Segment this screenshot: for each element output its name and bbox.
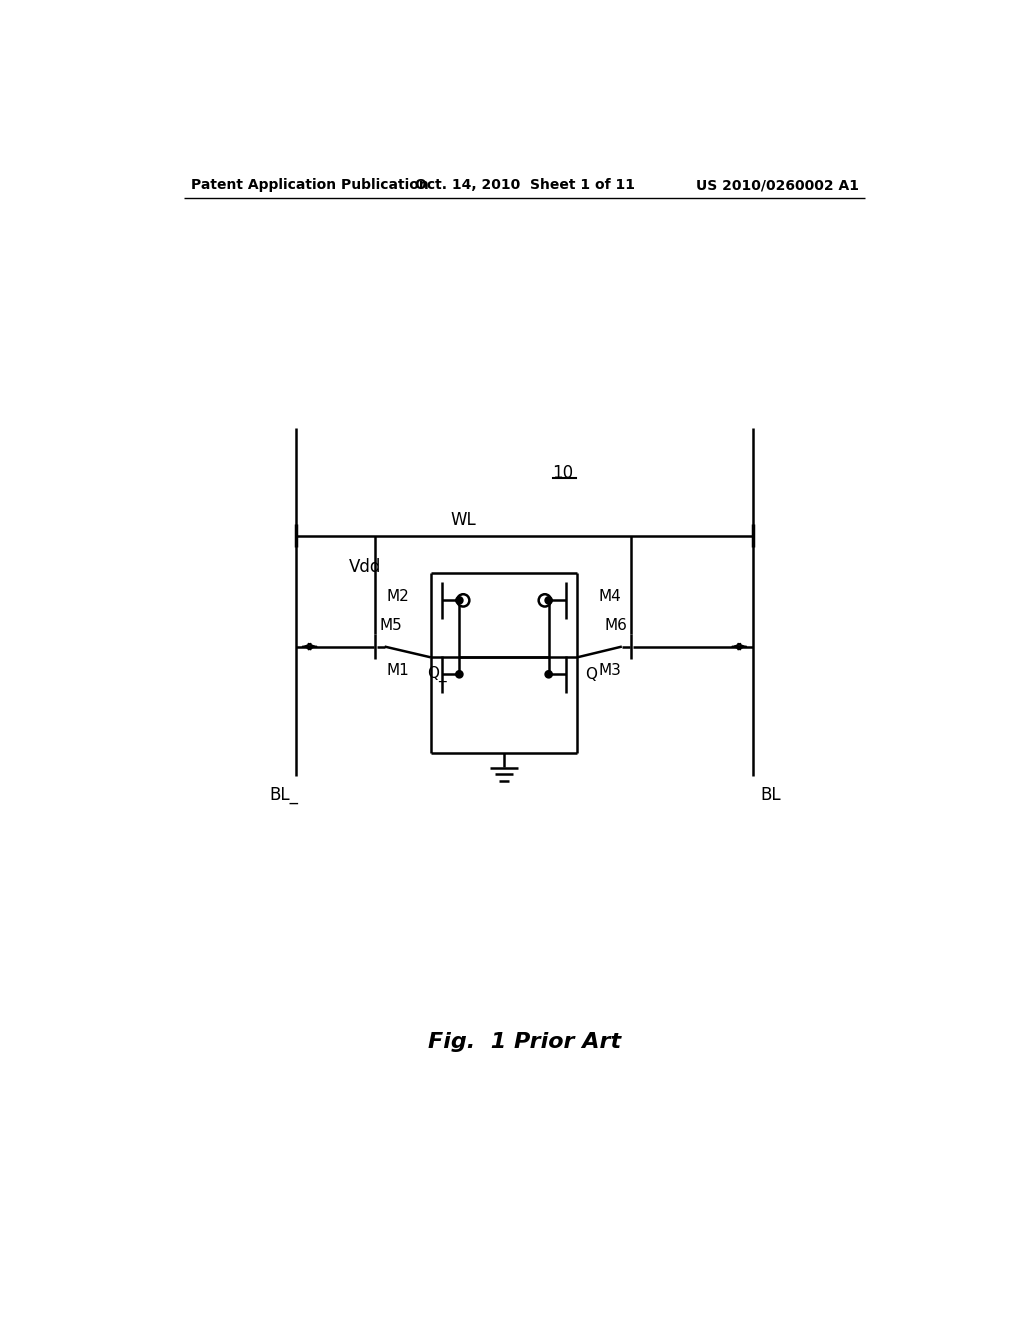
Text: BL: BL [761,787,781,804]
Text: Fig.  1 Prior Art: Fig. 1 Prior Art [428,1032,622,1052]
Text: M4: M4 [599,589,622,605]
Circle shape [539,594,551,607]
Text: Vdd: Vdd [349,557,382,576]
Circle shape [457,597,463,603]
Text: 10: 10 [553,463,573,482]
Circle shape [546,597,552,603]
Text: Patent Application Publication: Patent Application Publication [190,178,428,193]
Text: M6: M6 [604,618,627,632]
Text: WL: WL [451,511,476,529]
Text: Q: Q [585,667,597,682]
Text: M2: M2 [386,589,409,605]
Text: Oct. 14, 2010  Sheet 1 of 11: Oct. 14, 2010 Sheet 1 of 11 [415,178,635,193]
Circle shape [457,594,469,607]
Text: M1: M1 [386,663,409,678]
Circle shape [546,671,552,677]
Text: Q_: Q_ [427,667,446,682]
Text: M3: M3 [599,663,622,678]
Circle shape [457,671,463,677]
Text: US 2010/0260002 A1: US 2010/0260002 A1 [696,178,859,193]
Text: M5: M5 [379,618,402,632]
Text: BL_: BL_ [269,787,298,804]
